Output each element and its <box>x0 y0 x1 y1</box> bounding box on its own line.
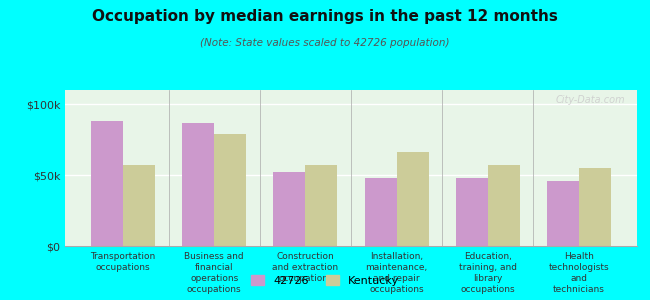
Bar <box>274 172 305 246</box>
Text: (Note: State values scaled to 42726 population): (Note: State values scaled to 42726 popu… <box>200 38 450 47</box>
Bar <box>579 168 611 246</box>
Bar <box>182 123 214 246</box>
Bar <box>214 134 246 246</box>
Text: City-Data.com: City-Data.com <box>556 95 625 105</box>
Bar <box>396 152 428 246</box>
Bar <box>488 165 520 246</box>
Bar <box>123 165 155 246</box>
Bar <box>365 178 396 246</box>
Bar <box>306 165 337 246</box>
Legend: 42726, Kentucky: 42726, Kentucky <box>246 270 404 291</box>
Text: Occupation by median earnings in the past 12 months: Occupation by median earnings in the pas… <box>92 9 558 24</box>
Bar <box>547 181 579 246</box>
Bar <box>91 121 123 246</box>
Bar <box>456 178 488 246</box>
